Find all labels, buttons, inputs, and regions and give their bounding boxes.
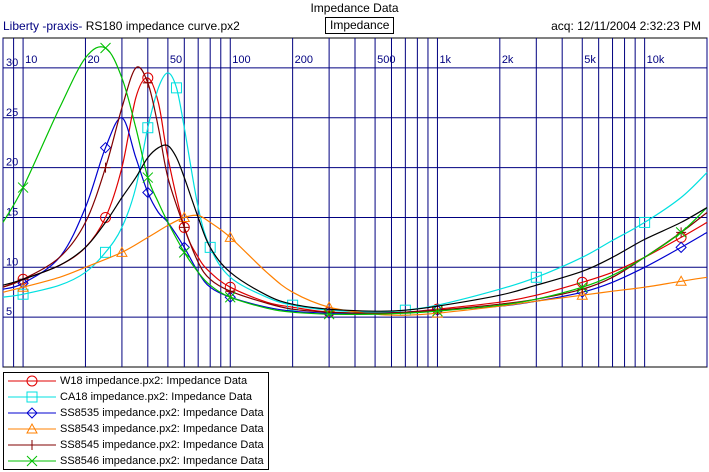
legend-swatch [8,391,56,403]
data-point-diamond [675,241,687,254]
x-tick-label: 100 [232,54,250,66]
y-tick-label: 15 [6,206,18,218]
app-label: Liberty -praxis- [3,19,83,33]
series-line [2,144,708,312]
x-tick-label: 20 [87,54,99,66]
x-tick-label: 200 [295,54,313,66]
data-point-triangle [431,307,444,318]
legend-swatch [8,375,56,387]
x-tick-label: 5k [584,54,596,66]
data-point-x [224,291,236,303]
data-point-triangle [576,289,589,300]
x-tick-label: 1k [439,54,451,66]
legend-label: SS8546 impedance.px2: Impedance Data [60,455,264,467]
legend-label: CA18 impedance.px2: Impedance Data [60,391,253,403]
data-point-x [432,305,443,317]
legend-swatch [8,407,56,419]
data-point-x [178,246,190,258]
file-info: Liberty -praxis- RS180 impedance curve.p… [3,19,240,33]
data-point-plus [142,77,153,88]
legend-label: SS8543 impedance.px2: Impedance Data [60,423,264,435]
data-point-triangle [116,246,128,257]
data-point-plus [100,162,111,173]
legend-item-ss8546[interactable]: SS8546 impedance.px2: Impedance Data [4,453,268,469]
tick-labels: 10 20 50 100 200 500 1k 2k 5k 10k 30 25 20 15 10 5 [6,54,665,318]
impedance-chart[interactable]: 10 20 50 100 200 500 1k 2k 5k 10k 30 25 20 15 10 5 [0,0,709,372]
data-point-square [530,271,542,283]
data-point-triangle [178,211,191,222]
data-point-square [26,391,38,403]
data-point-triangle [675,275,687,286]
y-tick-label: 10 [6,256,18,268]
legend-label: W18 impedance.px2: Impedance Data [60,375,248,387]
y-tick-label: 30 [6,57,18,69]
data-point-plus [432,305,443,316]
data-point-square [142,122,154,134]
legend-item-ss8545[interactable]: SS8545 impedance.px2: Impedance Data [4,437,268,453]
x-tick-label: 10 [25,54,37,66]
x-tick-label: 50 [170,54,182,66]
legend-swatch [8,422,56,434]
window-title: Impedance Data [310,1,399,15]
file-name: RS180 impedance curve.px2 [85,19,240,33]
x-tick-label: 10k [647,54,665,66]
data-point-square [204,241,216,253]
grid-lines [2,38,708,367]
legend-swatch [8,440,56,450]
y-tick-label: 25 [6,107,18,119]
series-4 [2,66,708,318]
data-point-x [323,308,335,320]
y-tick-label: 5 [6,306,12,318]
y-tick-label: 20 [6,157,18,169]
x-tick-label: 500 [377,54,395,66]
legend-label: SS8535 impedance.px2: Impedance Data [60,407,264,419]
series-5 [2,42,708,320]
data-point-diamond [142,186,154,199]
x-tick-label: 2k [502,54,514,66]
data-point-triangle [17,281,29,292]
data-point-square [17,288,29,300]
data-point-x [17,182,29,193]
series-layer [2,42,708,320]
legend: W18 impedance.px2: Impedance Data CA18 i… [3,372,269,470]
series-line [2,72,708,313]
data-point-triangle [26,422,38,434]
data-point-x [100,42,111,54]
data-point-plus [27,440,37,450]
data-point-diamond [99,141,112,154]
data-point-x [576,281,588,293]
impedance-tab[interactable]: Impedance [325,17,395,34]
data-point-x [142,172,154,183]
data-point-x [26,455,38,467]
series-6 [2,144,708,312]
data-point-square [100,246,112,258]
data-point-square [170,82,182,94]
data-point-triangle [224,231,237,242]
legend-item-ss8535[interactable]: SS8535 impedance.px2: Impedance Data [4,405,268,421]
data-point-plus [179,222,190,233]
data-point-square [639,216,651,228]
legend-item-ss8543[interactable]: SS8543 impedance.px2: Impedance Data [4,421,268,437]
data-point-circle [26,375,38,387]
data-point-diamond [26,407,38,419]
legend-item-w18[interactable]: W18 impedance.px2: Impedance Data [4,373,268,389]
legend-label: SS8545 impedance.px2: Impedance Data [60,439,264,451]
acquisition-timestamp: acq: 12/11/2004 2:32:23 PM [551,19,701,33]
data-point-plus [577,284,588,295]
data-point-plus [225,286,236,297]
legend-item-ca18[interactable]: CA18 impedance.px2: Impedance Data [4,389,268,405]
legend-swatch [8,455,56,467]
data-point-x [675,227,687,238]
